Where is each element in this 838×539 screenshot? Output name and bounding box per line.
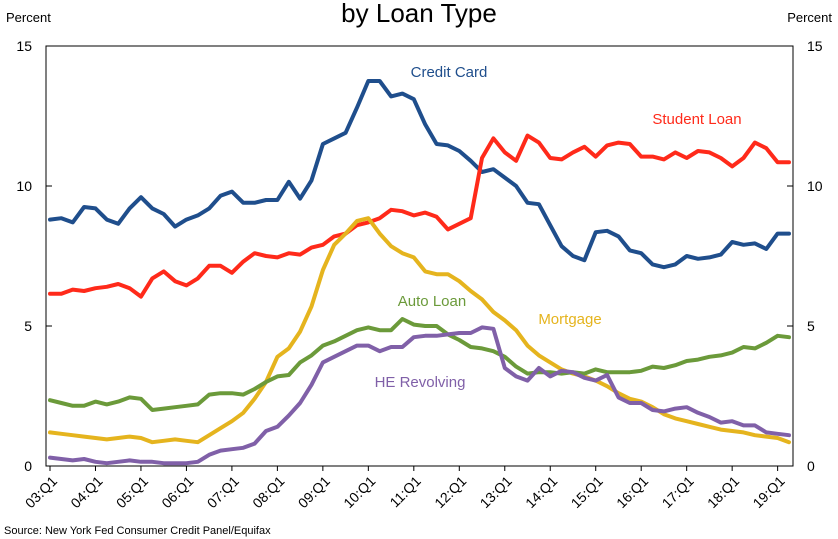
series-label-credit-card: Credit Card [411, 64, 488, 81]
series-label-mortgage: Mortgage [538, 311, 601, 328]
x-tick-label: 16:Q1 [613, 473, 651, 511]
series-line-credit-card [48, 79, 791, 270]
series-labels: Credit Card Student Loan Mortgage Auto Loan… [375, 64, 742, 391]
series-label-auto-loan: Auto Loan [398, 293, 466, 310]
x-tick-label: 03:Q1 [22, 473, 60, 511]
y-axis-label-left: Percent [6, 10, 51, 25]
x-tick-label: 05:Q1 [113, 473, 151, 511]
x-tick-label: 17:Q1 [659, 473, 697, 511]
series-line-student-loan [48, 133, 791, 299]
series-line-mortgage [48, 216, 791, 445]
y-tick-label-left: 10 [16, 178, 32, 194]
x-axis-ticks: 03:Q1 04:Q1 05:Q1 06:Q1 07:Q1 08:Q1 09:Q1 10:Q1… [22, 466, 788, 511]
x-tick-label: 09:Q1 [295, 473, 333, 511]
chart-title: by Loan Type [341, 0, 497, 28]
x-tick-label: 15:Q1 [568, 473, 606, 511]
x-tick-label: 06:Q1 [158, 473, 196, 511]
x-tick-label: 19:Q1 [749, 473, 787, 511]
x-tick-label: 04:Q1 [67, 473, 105, 511]
series-label-he-revolving: HE Revolving [375, 374, 466, 391]
x-tick-label: 14:Q1 [522, 473, 560, 511]
y-tick-label-right: 15 [807, 38, 823, 54]
y-tick-label-right: 10 [807, 178, 823, 194]
y-tick-label-right: 0 [807, 458, 815, 474]
series-line-he-revolving [48, 325, 791, 466]
y-axis-ticks: 0 0 5 5 10 10 15 15 [16, 38, 822, 474]
series-line-auto-loan [48, 317, 791, 412]
x-tick-label: 13:Q1 [477, 473, 515, 511]
series-lines [48, 79, 791, 466]
x-tick-label: 12:Q1 [431, 473, 469, 511]
x-tick-label: 11:Q1 [386, 473, 424, 511]
x-tick-label: 18:Q1 [704, 473, 742, 511]
y-tick-label-left: 5 [24, 318, 32, 334]
x-tick-label: 10:Q1 [340, 473, 378, 511]
plot-area-border [45, 45, 794, 467]
x-tick-label: 07:Q1 [204, 473, 242, 511]
x-tick-label: 08:Q1 [249, 473, 287, 511]
y-tick-label-right: 5 [807, 318, 815, 334]
y-tick-label-left: 0 [24, 458, 32, 474]
y-tick-label-left: 15 [16, 38, 32, 54]
source-note: Source: New York Fed Consumer Credit Pan… [4, 525, 271, 537]
series-label-student-loan: Student Loan [652, 111, 741, 128]
plot-frame [45, 45, 794, 467]
y-axis-label-right: Percent [787, 10, 832, 25]
